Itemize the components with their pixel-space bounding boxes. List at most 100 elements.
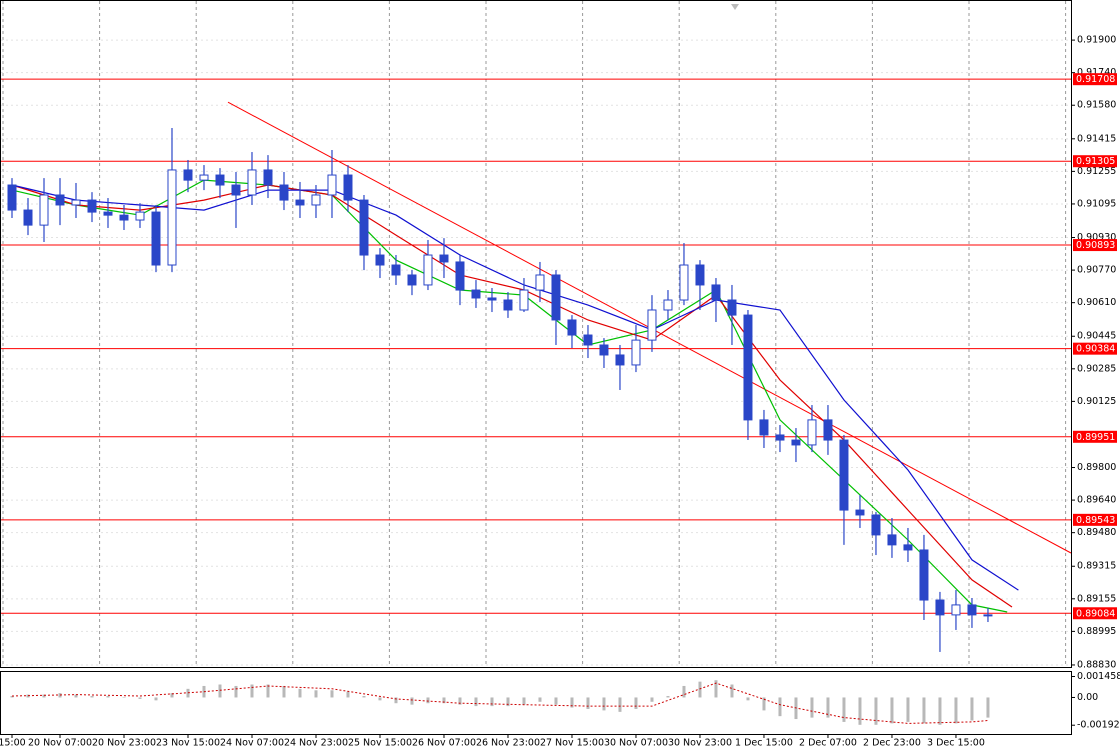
x-tick-label: 30 Nov 23:00 bbox=[668, 738, 732, 749]
candle-body bbox=[983, 614, 993, 617]
osc-bar bbox=[394, 697, 398, 704]
osc-bar bbox=[954, 697, 958, 724]
osc-bar bbox=[458, 697, 462, 705]
osc-bar bbox=[586, 697, 590, 709]
osc-bar bbox=[826, 697, 830, 718]
candle-body bbox=[375, 254, 385, 266]
osc-bar bbox=[506, 697, 510, 707]
osc-bar bbox=[282, 685, 286, 698]
osc-bar bbox=[602, 697, 606, 711]
osc-bar bbox=[410, 697, 414, 705]
osc-bar bbox=[74, 694, 78, 698]
osc-bar bbox=[234, 685, 238, 698]
main-frame bbox=[0, 0, 1072, 668]
osc-bar bbox=[90, 696, 94, 698]
x-tick-label: 26 Nov 07:00 bbox=[412, 738, 476, 749]
osc-bar bbox=[890, 697, 894, 724]
candle-body bbox=[695, 264, 705, 286]
candle-body bbox=[295, 199, 305, 206]
candle-body bbox=[199, 174, 209, 181]
candle-body bbox=[327, 174, 337, 196]
osc-bar bbox=[314, 690, 318, 698]
level-tag bbox=[1073, 430, 1117, 443]
osc-bar bbox=[650, 697, 654, 702]
osc-bar bbox=[922, 697, 926, 724]
candle-body bbox=[935, 599, 945, 616]
y-tick-label: 0.88830 bbox=[1077, 659, 1116, 670]
shift-marker bbox=[731, 4, 739, 10]
candle-body bbox=[439, 254, 449, 263]
osc-bar bbox=[634, 697, 638, 709]
candle-body bbox=[807, 419, 817, 446]
price-axis-panel bbox=[1071, 0, 1120, 754]
osc-bar bbox=[106, 696, 110, 698]
osc-bar bbox=[154, 697, 158, 701]
osc-bar bbox=[378, 697, 382, 701]
osc-bar bbox=[490, 697, 494, 707]
osc-bar bbox=[426, 697, 430, 704]
level-tag bbox=[1073, 73, 1117, 86]
osc-bar bbox=[970, 697, 974, 721]
candle-body bbox=[631, 339, 641, 366]
osc-bar bbox=[682, 685, 686, 698]
candle-body bbox=[823, 419, 833, 441]
candle-body bbox=[423, 254, 433, 286]
oscillator-layer bbox=[10, 680, 990, 725]
osc-bar bbox=[906, 697, 910, 722]
y-tick-label: 0.89315 bbox=[1077, 561, 1116, 572]
y-tick-label: 0.90930 bbox=[1077, 232, 1116, 243]
candle-body bbox=[359, 199, 369, 256]
y-tick-label: 0.90445 bbox=[1077, 331, 1116, 342]
osc-bar bbox=[522, 697, 526, 705]
osc-bar bbox=[714, 680, 718, 698]
osc-bar bbox=[474, 697, 478, 707]
candle-body bbox=[967, 604, 977, 616]
candle-body bbox=[183, 169, 193, 181]
sub-y-tick-label: 0.001458 bbox=[1077, 671, 1120, 682]
time-axis-panel bbox=[0, 734, 1120, 754]
candle-body bbox=[535, 274, 545, 291]
osc-bar bbox=[42, 694, 46, 698]
candle-body bbox=[759, 419, 769, 436]
x-tick-label: 20 Nov 23:00 bbox=[92, 738, 156, 749]
candle-body bbox=[583, 334, 593, 346]
candle-body bbox=[951, 604, 961, 616]
y-tick-label: 0.89800 bbox=[1077, 462, 1116, 473]
osc-bar bbox=[538, 697, 542, 702]
candle-body bbox=[231, 184, 241, 196]
x-tick-label: 20 Nov 07:00 bbox=[28, 738, 92, 749]
candle-body bbox=[23, 209, 33, 226]
level-label: 0.89543 bbox=[1076, 515, 1115, 526]
candle-body bbox=[407, 274, 417, 286]
x-tick-label: 26 Nov 23:00 bbox=[476, 738, 540, 749]
y-tick-label: 0.89155 bbox=[1077, 593, 1116, 604]
level-tag bbox=[1073, 155, 1117, 168]
label-layer: 0.91900 0.91740 0.91580 0.91415 0.91255 0.910… bbox=[0, 35, 1120, 749]
y-tick-label: 0.89480 bbox=[1077, 527, 1116, 538]
level-tag bbox=[1073, 513, 1117, 526]
candle-body bbox=[727, 299, 737, 316]
x-tick-label: 2 Dec 07:00 bbox=[799, 738, 857, 749]
candle-body bbox=[679, 264, 689, 301]
y-tick-label: 0.88995 bbox=[1077, 626, 1116, 637]
y-tick-label: 0.91415 bbox=[1077, 133, 1116, 144]
y-tick-label: 0.90770 bbox=[1077, 265, 1116, 276]
candle-body bbox=[615, 354, 625, 366]
candle-body bbox=[663, 299, 673, 311]
candle-body bbox=[519, 289, 529, 311]
y-tick-label: 0.90125 bbox=[1077, 396, 1116, 407]
candle-body bbox=[55, 194, 65, 206]
candle-body bbox=[711, 284, 721, 301]
x-tick-label: 23 Nov 15:00 bbox=[156, 738, 220, 749]
osc-bar bbox=[298, 688, 302, 698]
level-tag bbox=[1073, 239, 1117, 252]
candle-layer bbox=[7, 128, 993, 652]
candle-body bbox=[919, 549, 929, 601]
osc-bar bbox=[138, 697, 142, 699]
osc-bar bbox=[346, 691, 350, 698]
osc-bar bbox=[250, 684, 254, 698]
candle-body bbox=[247, 169, 257, 196]
candle-body bbox=[887, 534, 897, 546]
level-label: 0.90384 bbox=[1076, 344, 1115, 355]
